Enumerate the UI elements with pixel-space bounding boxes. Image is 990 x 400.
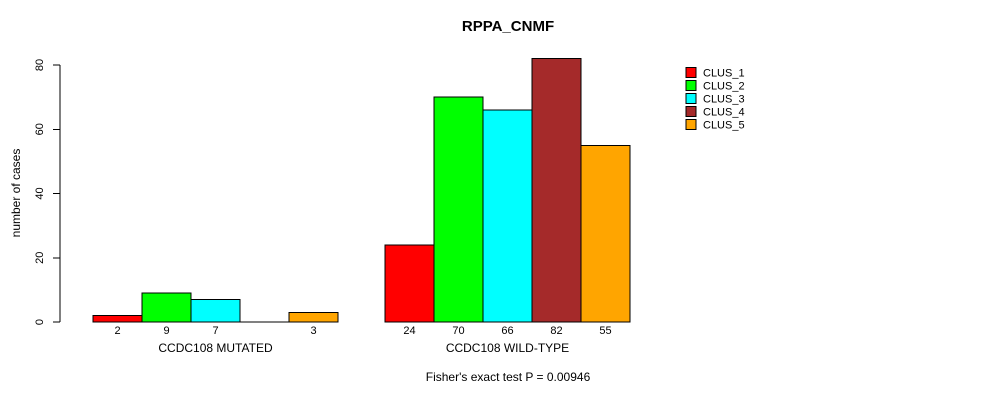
bar-value-label: 82 — [550, 325, 562, 337]
legend-item-CLUS_3: CLUS_3 — [685, 93, 745, 106]
legend-item-CLUS_1: CLUS_1 — [685, 67, 745, 80]
group-label-mutated: CCDC108 MUTATED — [158, 341, 273, 355]
legend-item-CLUS_4: CLUS_4 — [685, 106, 745, 119]
legend-item-CLUS_5: CLUS_5 — [685, 119, 745, 132]
bar-value-label: 9 — [163, 325, 169, 337]
bar-CLUS_4-wild-type — [531, 58, 582, 323]
legend-label-CLUS_1: CLUS_1 — [703, 68, 745, 80]
bars-layer — [92, 58, 631, 323]
legend-item-CLUS_2: CLUS_2 — [685, 80, 745, 93]
bar-value-label: 70 — [452, 325, 464, 337]
legend-label-CLUS_4: CLUS_4 — [703, 107, 745, 119]
bar-CLUS_5-wild-type — [580, 144, 631, 323]
legend-label-CLUS_5: CLUS_5 — [703, 120, 745, 132]
y-axis: 0 20 40 60 80 — [34, 59, 61, 325]
bar-CLUS_1-wild-type — [384, 244, 435, 323]
fisher-annotation: Fisher's exact test P = 0.00946 — [426, 370, 591, 384]
y-tick-label: 0 — [34, 319, 46, 325]
bar-value-label: 7 — [212, 325, 218, 337]
y-tick-label: 80 — [34, 59, 46, 71]
bar-value-label: 2 — [114, 325, 120, 337]
y-tick-label: 60 — [34, 123, 46, 135]
y-axis-label: number of cases — [9, 149, 23, 238]
bar-CLUS_3-mutated — [190, 299, 241, 323]
legend-swatch-CLUS_5 — [685, 119, 697, 130]
legend-label-CLUS_3: CLUS_3 — [703, 94, 745, 106]
legend-swatch-CLUS_4 — [685, 106, 697, 117]
bar-CLUS_2-wild-type — [433, 96, 484, 323]
bar-value-label: 55 — [599, 325, 611, 337]
bar-CLUS_5-mutated — [288, 311, 339, 323]
bar-value-label: 66 — [501, 325, 513, 337]
labels-layer: 2 9 7 3 CCDC108 MUTATED 24 70 66 82 55 CCDC108 WIL… — [114, 325, 611, 355]
legend-label-CLUS_2: CLUS_2 — [703, 81, 745, 93]
chart-title: RPPA_CNMF — [462, 18, 554, 35]
bar-CLUS_2-mutated — [141, 292, 192, 323]
bar-CLUS_1-mutated — [92, 315, 143, 323]
legend-swatch-CLUS_2 — [685, 80, 697, 91]
y-tick-label: 40 — [34, 187, 46, 199]
y-tick-label: 20 — [34, 252, 46, 264]
bar-value-label: 24 — [403, 325, 415, 337]
group-label-wild-type: CCDC108 WILD-TYPE — [446, 341, 569, 355]
legend-swatch-CLUS_3 — [685, 93, 697, 104]
legend-swatch-CLUS_1 — [685, 67, 697, 78]
bar-CLUS_3-wild-type — [482, 109, 533, 323]
bar-value-label: 3 — [310, 325, 316, 337]
